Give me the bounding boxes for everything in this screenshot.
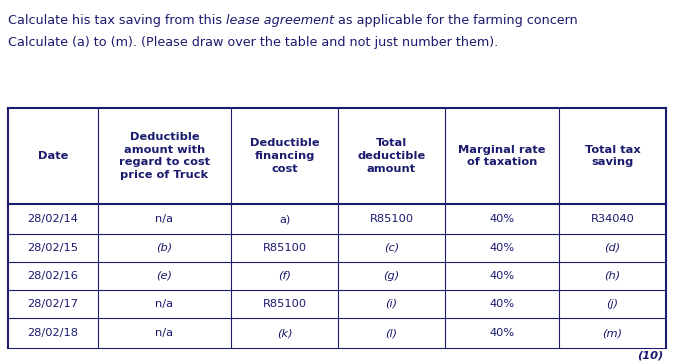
Text: R85100: R85100 [369,214,414,224]
Text: 28/02/18: 28/02/18 [28,328,78,338]
Text: Calculate (a) to (m). (Please draw over the table and not just number them).: Calculate (a) to (m). (Please draw over … [8,36,498,49]
Text: n/a: n/a [156,214,173,224]
Text: (d): (d) [605,243,621,253]
Text: lease agreement: lease agreement [226,14,334,27]
Text: (b): (b) [156,243,173,253]
Text: 40%: 40% [489,214,514,224]
Text: Calculate his tax saving from this: Calculate his tax saving from this [8,14,226,27]
Text: Deductible
financing
cost: Deductible financing cost [249,138,319,174]
Text: 40%: 40% [489,271,514,281]
Text: (c): (c) [384,243,399,253]
Text: (k): (k) [277,328,293,338]
Text: (m): (m) [603,328,623,338]
Text: 28/02/14: 28/02/14 [28,214,78,224]
Text: 28/02/16: 28/02/16 [28,271,78,281]
Text: Total tax
saving: Total tax saving [584,144,640,167]
Text: 40%: 40% [489,243,514,253]
Text: 28/02/15: 28/02/15 [28,243,78,253]
Text: a): a) [279,214,290,224]
Text: as applicable for the farming concern: as applicable for the farming concern [334,14,578,27]
Text: (g): (g) [384,271,400,281]
Text: R34040: R34040 [590,214,634,224]
Text: (h): (h) [605,271,621,281]
Text: Total
deductible
amount: Total deductible amount [357,138,425,174]
Text: (l): (l) [386,328,398,338]
Text: R85100: R85100 [262,243,307,253]
Text: R85100: R85100 [262,299,307,309]
Text: (f): (f) [278,271,291,281]
Text: n/a: n/a [156,299,173,309]
Text: (i): (i) [386,299,398,309]
Text: (j): (j) [607,299,619,309]
Text: Deductible
amount with
regard to cost
price of Truck: Deductible amount with regard to cost pr… [119,132,210,180]
Text: (e): (e) [156,271,173,281]
Text: 28/02/17: 28/02/17 [28,299,78,309]
Text: (10): (10) [637,351,663,361]
Text: Marginal rate
of taxation: Marginal rate of taxation [458,144,546,167]
Text: n/a: n/a [156,328,173,338]
Text: 40%: 40% [489,299,514,309]
Text: 40%: 40% [489,328,514,338]
Text: Date: Date [38,151,68,161]
